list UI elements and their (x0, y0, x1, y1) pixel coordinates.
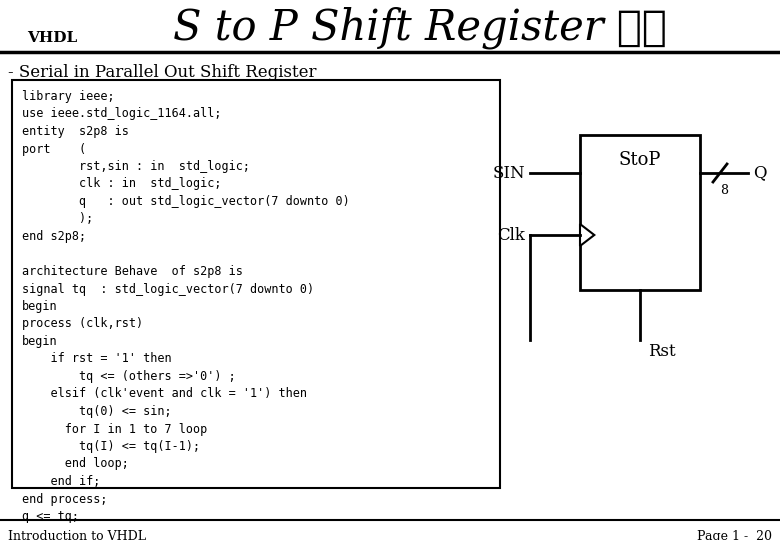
Text: 8: 8 (720, 184, 728, 197)
Text: SIN: SIN (492, 165, 525, 181)
Text: Rst: Rst (648, 343, 675, 360)
Polygon shape (580, 224, 594, 246)
Text: - Serial in Parallel Out Shift Register: - Serial in Parallel Out Shift Register (8, 64, 317, 81)
Bar (580, 135, 700, 290)
Text: Q: Q (753, 165, 767, 181)
Text: StoP: StoP (619, 151, 661, 169)
Text: Clk: Clk (497, 226, 525, 244)
Text: VHDL: VHDL (27, 31, 77, 45)
Bar (12, 80, 500, 488)
Text: S to P Shift Register 구문: S to P Shift Register 구문 (173, 6, 667, 49)
Text: library ieee;
use ieee.std_logic_1164.all;
entity  s2p8 is
port    (
        rst: library ieee; use ieee.std_logic_1164.al… (22, 90, 349, 540)
Text: Page 1 -  20: Page 1 - 20 (697, 530, 772, 540)
Text: Introduction to VHDL: Introduction to VHDL (8, 530, 146, 540)
